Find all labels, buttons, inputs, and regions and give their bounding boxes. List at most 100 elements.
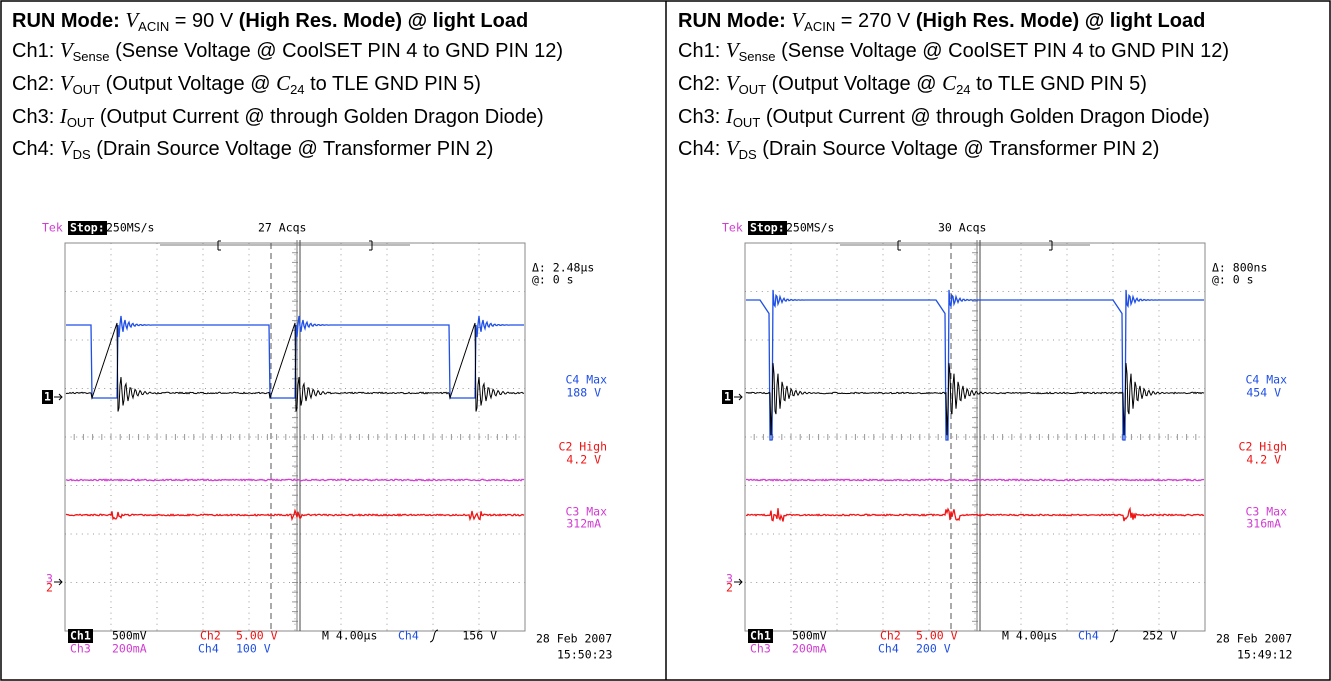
scope-label: 250MS/s (106, 221, 154, 235)
scope-label: 5.00 V (236, 629, 278, 643)
scope-label: 28 Feb 2007 (536, 632, 612, 646)
text-run: OUT (739, 82, 766, 97)
trace-ch1 (746, 363, 1204, 435)
scope-label: 5.00 V (916, 629, 958, 643)
scope-label: Ch2 (200, 629, 221, 643)
text-run: Sense (73, 49, 110, 64)
text-run: Ch4: (12, 138, 60, 160)
text-run: 24 (956, 82, 970, 97)
scope-label: 312mA (566, 517, 601, 531)
text-run: V (125, 8, 138, 32)
text-run: C (942, 71, 956, 95)
text-run: DS (73, 147, 91, 162)
text-run: V (726, 136, 739, 160)
scope-label: Tek (42, 221, 63, 235)
text-run: (Drain Source Voltage @ Transformer PIN … (91, 138, 494, 160)
scope-label: 100 V (236, 642, 271, 656)
text-run: RUN Mode (12, 10, 113, 32)
text-run: (Output Voltage @ (766, 73, 942, 95)
heading: RUN Mode: VACIN = 270 V (High Res. Mode)… (678, 8, 1205, 34)
page: TekStop:250MS/s27 AcqsΔ: 2.48µs@: 0 sC4 … (0, 0, 1331, 681)
scope-label: Ch3 (750, 642, 771, 656)
trace-ch2 (746, 508, 1204, 521)
scope-label: 250MS/s (786, 221, 834, 235)
scope-label: Ch2 (880, 629, 901, 643)
scope-label: 188 V (566, 386, 601, 400)
trace-ch3 (66, 479, 524, 480)
text-run: V (726, 38, 739, 62)
scope-label: 4.2 V (1246, 453, 1281, 467)
channel-line: Ch2: VOUT (Output Voltage @ C24 to TLE G… (678, 71, 1147, 97)
text-run: Ch3: (678, 106, 726, 128)
channel-line: Ch1: VSense (Sense Voltage @ CoolSET PIN… (12, 38, 563, 64)
scope-label: 316mA (1246, 517, 1281, 531)
scope-label: 200 V (916, 642, 951, 656)
scope-label: 1 (724, 390, 731, 404)
scope-label: 2 (726, 581, 733, 595)
marker-arrow (54, 394, 62, 585)
text-run: Sense (739, 49, 776, 64)
scope-label: Ch4 (198, 642, 219, 656)
scope-label: @: 0 s (532, 273, 574, 287)
text-run: C (276, 71, 290, 95)
text-run: = 270 V (835, 10, 916, 32)
channel-line: Ch3: IOUT (Output Current @ through Gold… (12, 104, 544, 130)
channel-line: Ch4: VDS (Drain Source Voltage @ Transfo… (678, 136, 1159, 162)
scope-label: Ch4 (1078, 629, 1099, 643)
scope-label: Ch1 (70, 629, 91, 643)
scope-label: 30 Acqs (938, 221, 986, 235)
text-run: (High Res. Mode) @ light Load (916, 10, 1205, 32)
slope-icon (1110, 630, 1118, 642)
text-run: Ch2: (678, 73, 726, 95)
scope-label: 252 V (1142, 629, 1177, 643)
text-run: (Sense Voltage @ CoolSET PIN 4 to GND PI… (110, 40, 563, 62)
figure: TekStop:250MS/s27 AcqsΔ: 2.48µs@: 0 sC4 … (0, 0, 1331, 681)
scope-label: @: 0 s (1212, 273, 1254, 287)
scope-label: 15:50:23 (557, 648, 612, 662)
text-run: V (791, 8, 804, 32)
text-run: I (726, 104, 733, 128)
text-run: (Sense Voltage @ CoolSET PIN 4 to GND PI… (776, 40, 1229, 62)
text-run: V (60, 38, 73, 62)
text-run: Ch3: (12, 106, 60, 128)
text-run: Ch1: (12, 40, 60, 62)
text-run: ACIN (804, 19, 835, 34)
text-run: I (60, 104, 67, 128)
scope-label: C4 Max (565, 373, 607, 387)
text-run: (Output Current @ through Golden Dragon … (760, 106, 1209, 128)
scope-label: Stop: (750, 221, 785, 235)
text-run: V (60, 136, 73, 160)
text-run: 24 (290, 82, 304, 97)
text-run: OUT (733, 115, 760, 130)
text-run: RUN Mode (678, 10, 779, 32)
scope-label: 1 (44, 390, 51, 404)
channel-line: Ch2: VOUT (Output Voltage @ C24 to TLE G… (12, 71, 481, 97)
scope-label: 500mV (792, 629, 827, 643)
text-run: (Drain Source Voltage @ Transformer PIN … (757, 138, 1160, 160)
scope-label: Ch3 (70, 642, 91, 656)
scope-label: 15:49:12 (1237, 648, 1292, 662)
text-run: : (779, 10, 791, 32)
text-run: (Output Voltage @ (100, 73, 276, 95)
text-run: = 90 V (169, 10, 239, 32)
text-run: Ch4: (678, 138, 726, 160)
text-run: Ch2: (12, 73, 60, 95)
scope-label: 27 Acqs (258, 221, 306, 235)
scope-label: Ch4 (878, 642, 899, 656)
scope-label: 454 V (1246, 386, 1281, 400)
text-run: (High Res. Mode) @ light Load (239, 10, 528, 32)
marker-arrow (734, 394, 742, 585)
scope-label: C2 High (559, 440, 607, 454)
scope-label: Stop: (70, 221, 105, 235)
channel-line: Ch4: VDS (Drain Source Voltage @ Transfo… (12, 136, 493, 162)
text-run: OUT (67, 115, 94, 130)
text-run: ACIN (138, 19, 169, 34)
slope-icon (430, 630, 438, 642)
scope-label: 500mV (112, 629, 147, 643)
scope-label: 200mA (792, 642, 827, 656)
text-run: V (60, 71, 73, 95)
text-run: : (113, 10, 125, 32)
text-run: (Output Current @ through Golden Dragon … (94, 106, 543, 128)
